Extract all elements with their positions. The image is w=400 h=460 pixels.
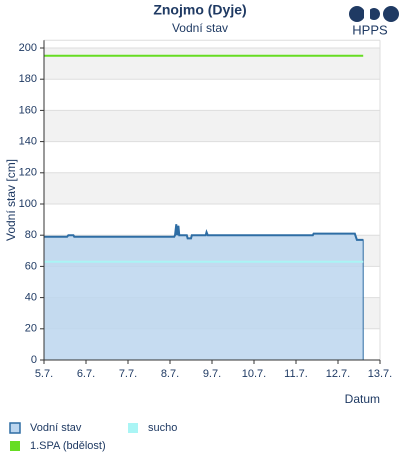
chart-subtitle: Vodní stav — [172, 21, 228, 35]
area — [43, 224, 364, 361]
x-tick-label: 7.7. — [119, 368, 137, 380]
y-axis-label: Vodní stav [cm] — [4, 159, 18, 241]
x-axis-label: Datum — [345, 392, 380, 406]
x-tick-label: 11.7. — [284, 368, 308, 380]
x-tick-label: 10.7. — [242, 368, 266, 380]
logo-circle — [383, 6, 399, 22]
legend-swatch — [9, 422, 21, 434]
line — [44, 224, 364, 241]
y-tick-label: 160 — [19, 104, 37, 116]
x-tick-label: 9.7. — [203, 368, 221, 380]
y-tick-label: 120 — [19, 167, 37, 179]
x-tick-label: 12.7. — [326, 368, 350, 380]
legend-label: 1.SPA (bdělost) — [30, 440, 106, 452]
logo — [349, 6, 399, 22]
y-tick-label: 140 — [19, 136, 37, 148]
x-tick-label: 6.7. — [77, 368, 95, 380]
chart-title: Znojmo (Dyje) — [153, 2, 246, 18]
y-tick-label: 0 — [31, 354, 37, 366]
grid-band — [44, 172, 380, 204]
x-tick-label: 5.7. — [35, 368, 53, 380]
legend-swatch — [10, 441, 20, 451]
y-tick-label: 40 — [25, 292, 37, 304]
y-tick-label: 20 — [25, 323, 37, 335]
y-tick-label: 200 — [19, 42, 37, 54]
y-tick-label: 60 — [25, 260, 37, 272]
x-tick-label: 8.7. — [161, 368, 179, 380]
logo-circle — [349, 6, 365, 22]
y-tick-label: 100 — [19, 198, 37, 210]
y-tick-label: 80 — [25, 229, 37, 241]
grid-band — [44, 48, 380, 80]
grid-band — [44, 110, 380, 142]
logo-gap — [364, 6, 370, 22]
logo-text: HPPS — [352, 22, 388, 37]
legend-label: Vodní stav — [30, 422, 82, 434]
x-tick-label: 13.7. — [368, 368, 392, 380]
legend-label: sucho — [148, 422, 177, 434]
y-tick-label: 180 — [19, 73, 37, 85]
legend-swatch — [128, 423, 138, 433]
logo-circle — [368, 8, 380, 20]
